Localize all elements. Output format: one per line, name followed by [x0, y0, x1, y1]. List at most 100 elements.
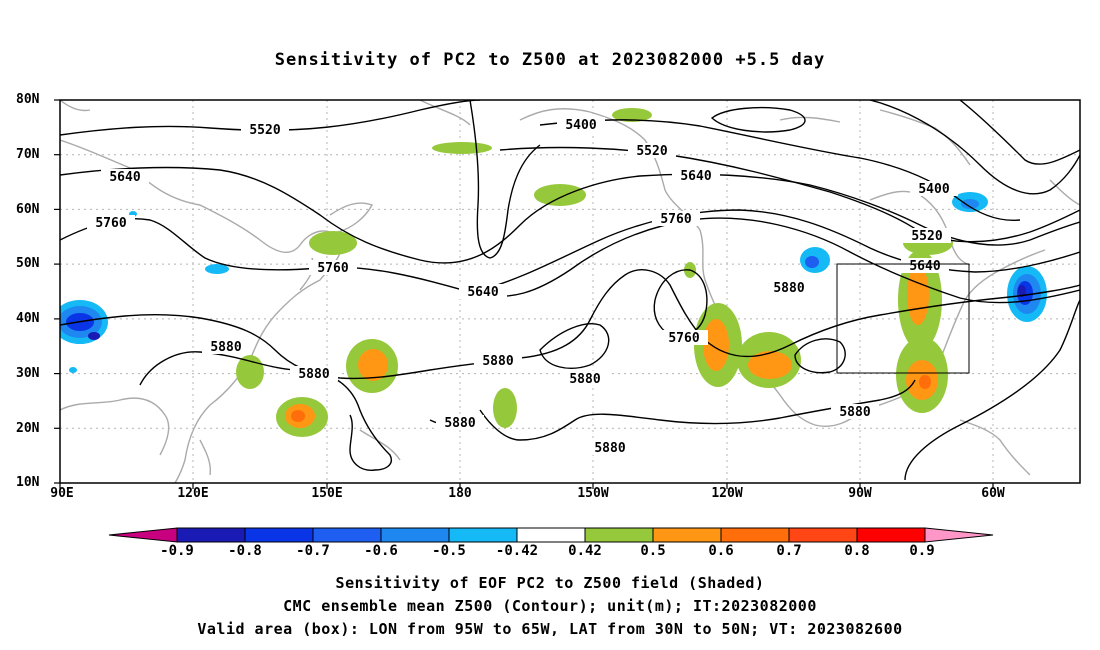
- lat-label-70n: 70N: [16, 147, 40, 162]
- contour-5880-gulf: [794, 338, 846, 374]
- negative-sensitivity-regions: [60, 192, 1047, 373]
- colorbar-label-neg-0-7: -0.7: [296, 543, 330, 559]
- contour-label-5880-h: 5880: [839, 405, 870, 420]
- colorbar-label-0-42: 0.42: [568, 543, 602, 559]
- shade-blob-westpac-2: [276, 397, 328, 437]
- axis-ticks: [54, 99, 994, 489]
- contour-label-5760-c: 5760: [660, 212, 691, 227]
- colorbar-label-neg-0-9: -0.9: [160, 543, 194, 559]
- contour-label-5760-b: 5760: [317, 261, 348, 276]
- lat-label-30n: 30N: [16, 366, 40, 381]
- colorbar-label-neg-0-8: -0.8: [228, 543, 262, 559]
- contour-5520-east: [499, 146, 1080, 243]
- contour-5520-west: [60, 100, 481, 136]
- lat-label-20n: 20N: [16, 421, 40, 436]
- colorbar-cell-under: [108, 527, 178, 543]
- label-5760: 5760 5760 5760 5760: [87, 211, 708, 346]
- label-5520: 5520 5520 5520: [241, 122, 951, 244]
- label-5400: 5400 5400: [557, 117, 958, 197]
- contour-label-5880-f: 5880: [594, 441, 625, 456]
- colorbar-label-neg-0-42: -0.42: [495, 543, 539, 559]
- lat-label-10n: 10N: [16, 475, 40, 490]
- colorbar-label-0-6: 0.6: [708, 543, 734, 559]
- contour-label-5640-c: 5640: [467, 285, 498, 300]
- contour-label-5640-b: 5640: [680, 169, 711, 184]
- contour-5760-west: [60, 217, 1080, 304]
- shade-blob-japan: [309, 231, 357, 255]
- contour-5400-north: [539, 119, 1021, 222]
- lon-label-60w: 60W: [981, 486, 1005, 501]
- shade-blob-china: [205, 264, 229, 274]
- lat-label-80n: 80N: [16, 92, 40, 107]
- lon-label-90e: 90E: [50, 486, 74, 501]
- contour-label-5880-c: 5880: [482, 354, 513, 369]
- contour-label-5400-a: 5400: [565, 118, 596, 133]
- contour-label-5880-d: 5880: [569, 372, 600, 387]
- colorbar-cell-over: [924, 527, 994, 543]
- lon-label-120w: 120W: [711, 486, 743, 501]
- colorbar-cell-6: [516, 527, 586, 543]
- colorbar-cell-5: [448, 527, 518, 543]
- colorbar-label-0-9: 0.9: [909, 543, 935, 559]
- colorbar-cell-2: [244, 527, 314, 543]
- contour-label-5880-e: 5880: [444, 416, 475, 431]
- contour-label-5640-d: 5640: [909, 259, 940, 274]
- contour-label-5760-d: 5760: [668, 331, 699, 346]
- contour-label-5400-b: 5400: [918, 182, 949, 197]
- contour-5400-ring: [710, 106, 806, 133]
- map-frame: [59, 99, 1081, 484]
- lon-label-180: 180: [448, 486, 472, 501]
- colorbar-cell-7: [584, 527, 654, 543]
- lat-label-40n: 40N: [16, 311, 40, 326]
- colorbar-label-0-5: 0.5: [640, 543, 666, 559]
- contour-5760-ring: [653, 269, 708, 338]
- colorbar-cell-1: [176, 527, 246, 543]
- shade-blob-rockies: [800, 247, 830, 273]
- shade-blob-labrador: [952, 192, 988, 212]
- shade-blob-westpac-1: [346, 339, 398, 393]
- colorbar-cell-10: [788, 527, 858, 543]
- valid-area-box: [836, 263, 970, 374]
- contour-trough: [469, 100, 541, 259]
- shade-blob-central-pac: [493, 388, 517, 428]
- contour-northeast: [869, 100, 1080, 195]
- shade-blob-west-us: [684, 262, 801, 388]
- contour-label-5880-a: 5880: [210, 340, 241, 355]
- colorbar-label-neg-0-6: -0.6: [364, 543, 398, 559]
- contour-5640-east: [479, 209, 1080, 291]
- colorbar-label-0-7: 0.7: [776, 543, 802, 559]
- contour-5880-central: [479, 379, 916, 441]
- colorbar-cell-3: [312, 527, 382, 543]
- lon-label-150e: 150E: [311, 486, 343, 501]
- map-title: Sensitivity of PC2 to Z500 at 2023082000…: [274, 50, 826, 70]
- colorbar-label-0-8: 0.8: [844, 543, 870, 559]
- contour-5880-west: [60, 269, 1080, 380]
- shade-blob-north-atlantic: [1007, 266, 1047, 322]
- lon-label-120e: 120E: [177, 486, 209, 501]
- caption-shaded: Sensitivity of EOF PC2 to Z500 field (Sh…: [335, 574, 765, 592]
- contour-east-north: [959, 100, 1080, 165]
- contour-value-labels: 5520 5520 5520 5400 5400 5640 5640 5640 …: [87, 117, 958, 456]
- lon-label-90w: 90W: [848, 486, 872, 501]
- contour-label-5880-b: 5880: [298, 367, 329, 382]
- colorbar-cell-4: [380, 527, 450, 543]
- contour-label-5520-a: 5520: [249, 123, 280, 138]
- label-5880: 5880 5880 5880 5880 5880 5880 5880 5880: [202, 280, 879, 456]
- contour-label-5520-c: 5520: [911, 229, 942, 244]
- colorbar-label-neg-0-5: -0.5: [432, 543, 466, 559]
- colorbar-cell-8: [652, 527, 722, 543]
- lat-label-50n: 50N: [16, 256, 40, 271]
- colorbar-cell-9: [720, 527, 790, 543]
- contour-5880-ring: [539, 323, 610, 369]
- contour-label-5520-b: 5520: [636, 144, 667, 159]
- colorbar-cell-11: [856, 527, 926, 543]
- caption-contour: CMC ensemble mean Z500 (Contour); unit(m…: [283, 597, 817, 615]
- lat-label-60n: 60N: [16, 202, 40, 217]
- contour-label-5760-a: 5760: [95, 216, 126, 231]
- lon-label-150w: 150W: [577, 486, 609, 501]
- contour-label-5640-a: 5640: [109, 170, 140, 185]
- label-5640: 5640 5640 5640 5640: [101, 168, 949, 300]
- contour-east-lower: [904, 299, 1080, 481]
